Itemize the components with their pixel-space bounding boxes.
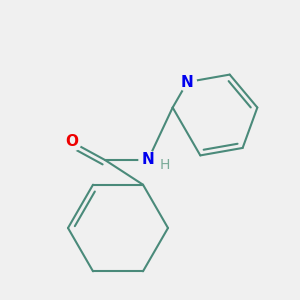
Text: N: N bbox=[142, 152, 154, 167]
Text: O: O bbox=[65, 134, 79, 149]
Circle shape bbox=[63, 133, 81, 151]
Text: N: N bbox=[181, 75, 194, 90]
Circle shape bbox=[178, 73, 196, 91]
Text: H: H bbox=[160, 158, 170, 172]
Circle shape bbox=[139, 151, 157, 169]
